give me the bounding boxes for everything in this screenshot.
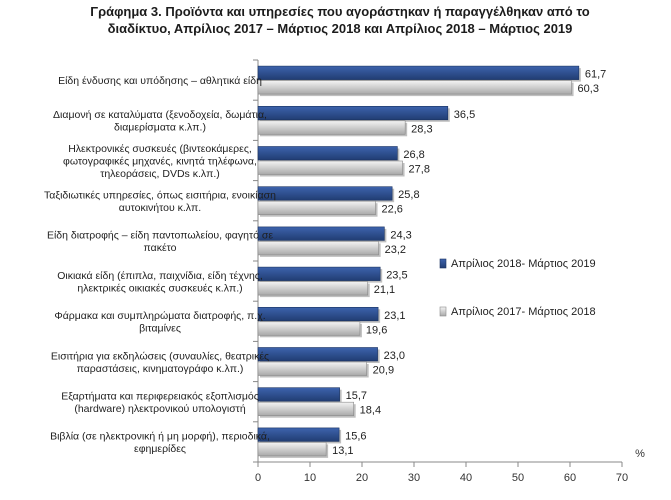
category-label: τηλεοράσεις, DVDs κ.λπ.) [100, 168, 220, 180]
value-label: 24,3 [390, 229, 411, 241]
category-label: Ταξιδιωτικές υπηρεσίες, όπως εισιτήρια, … [44, 189, 276, 201]
category-label: Εξαρτήματα και περιφερειακός εξοπλισμός [61, 390, 259, 402]
bar-2018-2019 [257, 106, 449, 121]
bar-2017-2018 [257, 200, 376, 215]
legend-label: Απρίλιος 2018- Μάρτιος 2019 [451, 258, 596, 270]
bar-2017-2018 [257, 361, 367, 376]
category-label: βιταμίνες [139, 323, 181, 335]
legend-label: Απρίλιος 2017- Μάρτιος 2018 [451, 306, 596, 318]
category-label: αυτοκινήτου κ.λπ. [119, 202, 201, 214]
bars [257, 65, 581, 458]
value-label: 23,2 [385, 244, 406, 256]
x-tick-label: 60 [564, 472, 576, 484]
bar-2017-2018 [257, 80, 572, 95]
category-label: φωτογραφικές μηχανές, κινητά τηλέφωνα, [63, 156, 257, 168]
value-label: 23,0 [384, 350, 405, 362]
legend-swatch [439, 258, 447, 269]
bar-2018-2019 [257, 146, 398, 161]
labels: Είδη ένδυσης και υπόδησης – αθλητικά είδ… [44, 69, 606, 457]
x-tick-label: 10 [304, 472, 316, 484]
value-label: 15,6 [345, 430, 366, 442]
axes: 0 10 20 30 40 50 60 70% [253, 59, 645, 484]
value-label: 22,6 [382, 204, 403, 216]
bar-2018-2019 [257, 186, 393, 201]
x-tick-label: 30 [408, 472, 420, 484]
category-label: Εισιτήρια για εκδηλώσεις (συναυλίες, θεα… [51, 350, 269, 362]
value-label: 18,4 [360, 405, 381, 417]
bar-2017-2018 [257, 241, 379, 256]
bar-2017-2018 [257, 321, 361, 336]
bar-2017-2018 [257, 442, 327, 457]
bar-2018-2019 [257, 266, 381, 281]
category-label: ηλεκτρικές οικιακές συσκευές κ.λπ.) [77, 282, 242, 294]
value-label: 61,7 [585, 69, 606, 81]
bar-2017-2018 [257, 281, 369, 296]
bar-2018-2019 [257, 65, 580, 80]
bar-2018-2019 [257, 387, 340, 402]
category-label: Είδη διατροφής – είδη παντοπωλείου, φαγη… [47, 230, 273, 242]
x-tick-label: 20 [356, 472, 368, 484]
value-label: 26,8 [403, 149, 424, 161]
bar-2018-2019 [257, 347, 378, 362]
value-label: 20,9 [373, 365, 394, 377]
value-label: 21,1 [374, 284, 395, 296]
value-label: 13,1 [332, 445, 353, 457]
value-label: 25,8 [398, 189, 419, 201]
category-label: εφημερίδες [134, 443, 186, 455]
x-tick-label: 0 [255, 472, 261, 484]
x-tick-label: 70 [616, 472, 628, 484]
category-label: διαμερίσματα κ.λπ.) [114, 122, 206, 134]
value-label: 36,5 [454, 109, 475, 121]
legend-swatch [439, 306, 447, 317]
bar-2017-2018 [257, 160, 403, 175]
chart-title-line-1: Γράφημα 3. Προϊόντα και υπηρεσίες που αγ… [90, 4, 590, 19]
value-label: 15,7 [346, 390, 367, 402]
bar-2018-2019 [257, 306, 379, 322]
value-label: 28,3 [411, 123, 432, 135]
value-label: 23,1 [384, 310, 405, 322]
category-label: Διαμονή σε καταλύματα (ξενοδοχεία, δωμάτ… [53, 109, 267, 121]
value-label: 23,5 [386, 270, 407, 282]
category-label: πακέτο [144, 242, 177, 254]
category-label: Ηλεκτρονικές συσκευές (βιντεοκάμερες, [68, 143, 252, 155]
category-label: Είδη ένδυσης και υπόδησης – αθλητικά είδ… [58, 75, 262, 87]
category-label: Βιβλία (σε ηλεκτρονική ή μη μορφή), περι… [50, 431, 270, 443]
bar-2018-2019 [257, 427, 340, 442]
bar-2017-2018 [257, 120, 406, 135]
legend: Απρίλιος 2018- Μάρτιος 2019 Απρίλιος 2017… [439, 258, 596, 318]
bar-2018-2019 [257, 226, 385, 241]
value-label: 60,3 [578, 83, 599, 95]
category-label: (hardware) ηλεκτρονικού υπολογιστή [74, 403, 245, 415]
value-label: 19,6 [366, 324, 387, 336]
bar-2017-2018 [257, 401, 354, 417]
category-label: Οικιακά είδη (έπιπλα, παιχνίδια, είδη τέ… [57, 270, 263, 282]
chart-title: Γράφημα 3. Προϊόντα και υπηρεσίες που αγ… [40, 3, 640, 37]
x-axis-unit-label: % [635, 448, 645, 460]
x-tick-label: 50 [512, 472, 524, 484]
chart-title-line-2: διαδίκτυο, Απρίλιος 2017 – Μάρτιος 2018 … [107, 21, 573, 36]
category-label: Φάρμακα και συμπληρώματα διατροφής, π.χ. [54, 310, 265, 322]
category-label: παραστάσεις, κινηματογράφο κ.λπ.) [77, 363, 244, 375]
value-label: 27,8 [409, 164, 430, 176]
x-tick-label: 40 [460, 472, 472, 484]
